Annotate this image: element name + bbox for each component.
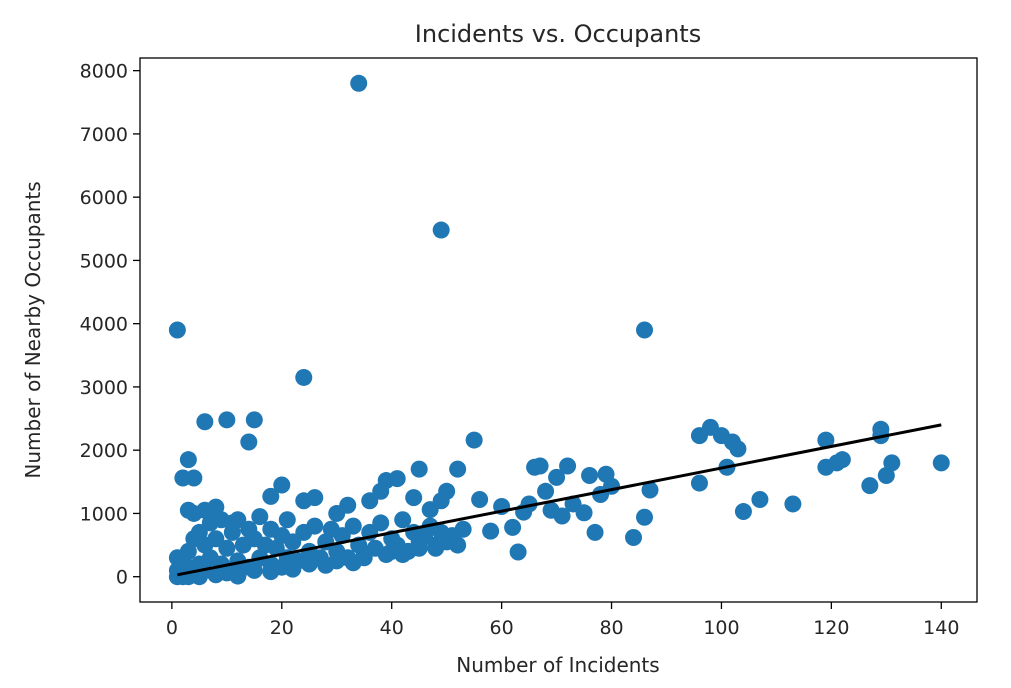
data-point [339,496,357,514]
y-tick-label: 1000 [80,503,128,525]
x-tick-label: 140 [923,617,959,639]
data-point [559,457,577,475]
data-point [449,536,467,554]
y-tick-label: 7000 [80,124,128,146]
data-point [548,468,566,486]
data-point [410,539,428,557]
data-point [531,457,549,475]
data-point [306,517,324,535]
y-axis: 0 1000 2000 3000 4000 5000 6000 7000 8000 [80,61,140,589]
data-point [432,221,450,239]
data-point [355,549,373,567]
data-point [196,413,214,431]
data-point [454,520,472,538]
data-point [278,511,296,529]
data-point [251,508,269,526]
data-point [636,508,654,526]
data-point [449,460,467,478]
data-point [185,469,203,487]
data-point [223,514,241,532]
data-point [482,522,500,540]
data-point [372,514,390,532]
data-point [218,411,236,429]
y-tick-label: 0 [116,567,128,589]
chart-title: Incidents vs. Occupants [415,20,701,48]
x-tick-label: 40 [380,617,404,639]
y-axis-label: Number of Nearby Occupants [21,181,45,478]
data-point [641,481,659,499]
data-point [245,411,263,429]
x-tick-label: 80 [599,617,623,639]
data-point [581,466,599,484]
data-point [179,451,197,469]
data-point [344,517,362,535]
data-point [734,503,752,521]
data-point [284,560,302,578]
data-point [361,492,379,510]
y-tick-label: 8000 [80,61,128,83]
data-point [168,321,186,339]
data-point [333,527,351,545]
data-point [262,487,280,505]
x-tick-label: 100 [703,617,739,639]
data-point [328,552,346,570]
data-point [471,491,489,509]
data-point [932,454,950,472]
data-point [817,431,835,449]
data-point [509,543,527,561]
data-point [179,501,197,519]
points-layer [168,74,950,586]
data-point [636,321,654,339]
data-point [240,433,258,451]
data-point [537,482,555,500]
data-point [883,454,901,472]
data-point [586,523,604,541]
x-axis-label: Number of Incidents [456,653,659,677]
data-point [833,451,851,469]
data-point [690,474,708,492]
data-point [784,495,802,513]
data-point [245,561,263,579]
y-tick-label: 4000 [80,314,128,336]
plot-frame [139,57,978,603]
data-point [625,528,643,546]
data-point [273,476,291,494]
data-point [751,491,769,509]
data-point [575,504,593,522]
data-point [438,482,456,500]
fit-line [177,423,942,577]
data-point [427,536,445,554]
data-point [284,533,302,551]
y-tick-label: 3000 [80,377,128,399]
data-point [394,546,412,564]
data-point [306,489,324,507]
data-point [388,470,406,488]
data-point [410,460,428,478]
data-point [861,477,879,495]
data-point [405,489,423,507]
data-point [207,498,225,516]
data-point [504,518,522,536]
data-point [520,495,538,513]
data-point [465,431,483,449]
y-tick-label: 2000 [80,440,128,462]
x-tick-label: 20 [270,617,294,639]
data-point [394,511,412,529]
y-tick-label: 6000 [80,187,128,209]
data-point [553,507,571,525]
data-point [300,555,318,573]
data-point [207,530,225,548]
data-point [218,539,236,557]
data-point [729,440,747,458]
x-tick-label: 60 [490,617,514,639]
x-axis: 0 20 40 60 80 100 120 140 [166,602,959,639]
x-tick-label: 120 [813,617,849,639]
data-point [229,567,247,585]
data-point [350,74,368,92]
data-point [295,368,313,386]
y-tick-label: 5000 [80,250,128,272]
x-tick-label: 0 [166,617,178,639]
